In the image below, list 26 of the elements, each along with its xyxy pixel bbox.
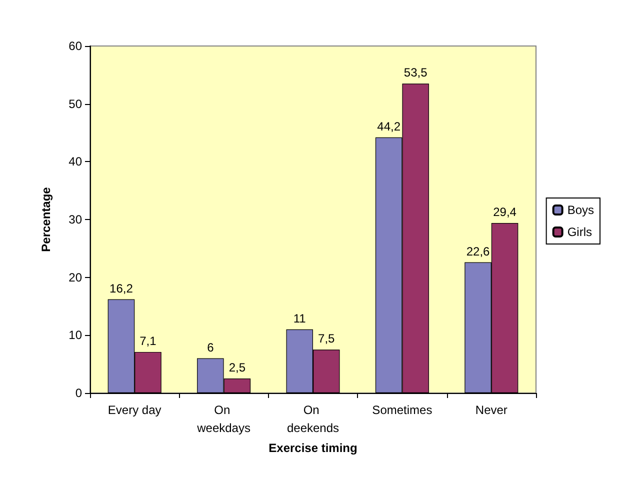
data-label: 16,2 — [110, 281, 134, 296]
x-tick-label: On weekdays — [196, 403, 250, 435]
data-label: 29,4 — [493, 204, 517, 219]
y-tick-label: 40 — [68, 154, 82, 169]
x-tick-label: On deekends — [286, 403, 340, 435]
y-tick-label: 0 — [75, 386, 82, 400]
data-label: 7,1 — [140, 334, 157, 348]
x-tick-label: Sometimes — [372, 403, 432, 417]
x-tick-label: Never — [475, 403, 508, 417]
y-tick-label: 20 — [68, 270, 82, 284]
y-axis-title: Percentage — [39, 186, 53, 252]
x-axis-title: Exercise timing — [268, 440, 358, 455]
x-tick-label: Every day — [108, 403, 162, 417]
y-tick-label: 60 — [68, 39, 82, 53]
y-tick-label: 30 — [68, 212, 82, 226]
data-label: 22,6 — [466, 244, 490, 258]
data-label: 7,5 — [318, 332, 336, 346]
data-label: 53,5 — [404, 66, 428, 80]
y-tick-label: 50 — [68, 96, 82, 111]
data-label: 6 — [207, 340, 214, 354]
data-label: 11 — [293, 311, 306, 326]
data-label: 2,5 — [228, 360, 246, 375]
legend-label: Girls — [567, 225, 592, 239]
y-tick-label: 10 — [68, 328, 82, 342]
data-label: 44,2 — [377, 119, 401, 134]
legend-label: Boys — [567, 203, 594, 217]
